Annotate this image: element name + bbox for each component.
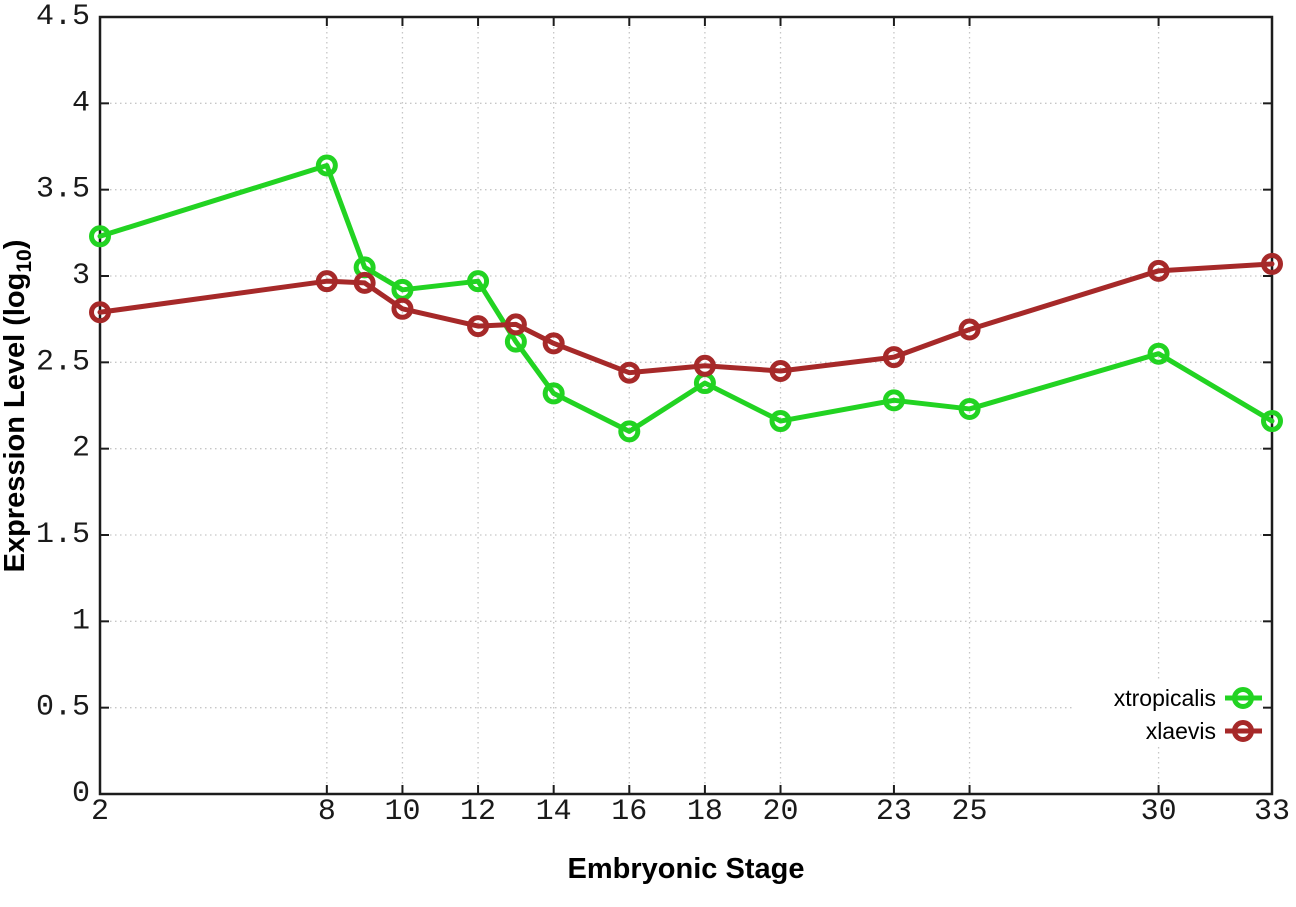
- x-tick-label: 18: [687, 795, 723, 829]
- y-tick-label: 4: [72, 86, 90, 120]
- data-point-xlaevis: [542, 332, 565, 355]
- x-tick-label: 30: [1141, 795, 1177, 829]
- data-point-xlaevis: [769, 359, 792, 382]
- data-point-xlaevis: [958, 318, 981, 341]
- data-point-xtropicalis: [542, 382, 565, 405]
- x-tick-label: 2: [91, 795, 109, 829]
- data-point-xtropicalis: [882, 389, 905, 412]
- y-axis-title-suffix: ): [0, 240, 31, 250]
- x-tick-label: 25: [952, 795, 988, 829]
- data-point-xtropicalis: [467, 270, 490, 293]
- plot-border: [98, 15, 1274, 796]
- y-tick-label: 0: [72, 777, 90, 811]
- tick-label-layer: 2 8 10 12 14 16 18 20 23 25 30 33 0 0.5 1 1.5 2 2.5 3 3.5 4 4…: [36, 0, 1290, 829]
- x-tick-label: 12: [460, 795, 496, 829]
- legend-marker-xtropicalis: [1232, 687, 1254, 709]
- data-point-xlaevis: [693, 354, 716, 377]
- y-tick-label: 4.5: [36, 0, 90, 34]
- data-point-xtropicalis: [769, 410, 792, 433]
- data-point-xlaevis: [89, 301, 111, 324]
- y-tick-label: 2.5: [36, 345, 90, 379]
- axis-tick-marks: [99, 16, 1273, 795]
- data-point-xlaevis: [315, 270, 338, 293]
- data-point-xtropicalis: [1147, 342, 1170, 365]
- x-tick-label: 14: [536, 795, 572, 829]
- y-axis-title: Expression Level (log10): [0, 240, 36, 573]
- data-point-xtropicalis: [958, 397, 981, 420]
- data-point-xlaevis: [467, 315, 490, 338]
- data-point-xlaevis: [1261, 252, 1283, 275]
- data-point-xlaevis: [353, 271, 376, 294]
- series-layer: [89, 154, 1283, 443]
- y-tick-label: 3.5: [36, 173, 90, 207]
- data-point-xlaevis: [391, 297, 414, 320]
- legend-marker-xlaevis: [1232, 720, 1254, 742]
- data-point-xtropicalis: [315, 154, 338, 177]
- x-axis-title: Embryonic Stage: [568, 853, 805, 885]
- data-point-xlaevis: [1147, 259, 1170, 282]
- data-point-xtropicalis: [1261, 410, 1283, 433]
- series-line-xlaevis: [97, 261, 1275, 376]
- y-tick-label: 3: [72, 259, 90, 293]
- data-point-xtropicalis: [618, 420, 641, 443]
- y-tick-label: 0.5: [36, 691, 90, 725]
- y-axis-title-prefix: Expression Level (log: [0, 273, 31, 573]
- x-tick-label: 10: [384, 795, 420, 829]
- y-tick-label: 2: [72, 432, 90, 466]
- x-tick-label: 16: [611, 795, 647, 829]
- legend-label-xtropicalis: xtropicalis: [1114, 685, 1216, 711]
- x-tick-label: 23: [876, 795, 912, 829]
- legend: xtropicalis xlaevis: [1114, 685, 1262, 744]
- data-point-xlaevis: [618, 361, 641, 384]
- y-tick-label: 1: [72, 604, 90, 638]
- y-axis-title-subscript: 10: [13, 249, 36, 272]
- x-tick-label: 20: [763, 795, 799, 829]
- series-line-xtropicalis: [97, 162, 1275, 434]
- y-tick-label: 1.5: [36, 518, 90, 552]
- x-tick-label: 33: [1254, 795, 1290, 829]
- data-point-xtropicalis: [89, 225, 111, 248]
- grid-layer: [100, 17, 1272, 794]
- x-tick-label: 8: [318, 795, 336, 829]
- data-point-xlaevis: [504, 313, 527, 336]
- data-point-xlaevis: [882, 346, 905, 369]
- legend-label-xlaevis: xlaevis: [1146, 718, 1216, 744]
